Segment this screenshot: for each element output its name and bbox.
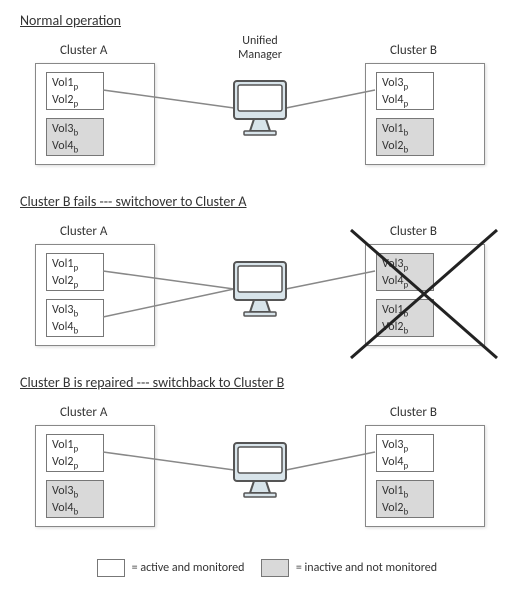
monitor-icon xyxy=(234,443,286,497)
vol-box-a-bot: Vol3b Vol4b xyxy=(46,480,104,518)
vol-box-a-top: Vol1p Vol2p xyxy=(46,253,104,291)
monitor-icon xyxy=(234,81,286,135)
scene-2: Cluster A Cluster B Vol1p Vol2p Vol3b Vo… xyxy=(20,395,500,545)
vol-box-b-bot: Vol1b Vol2b xyxy=(376,299,434,337)
legend-swatch-active xyxy=(97,559,125,577)
monitor-icon xyxy=(234,262,286,316)
cluster-a-label: Cluster A xyxy=(60,43,107,58)
vol-box-b-top: Vol3p Vol4p xyxy=(376,434,434,472)
cluster-b-box: Vol3p Vol4p Vol1b Vol2b xyxy=(365,425,485,527)
diagram: Normal operation Unified Manager Cluster… xyxy=(20,12,500,545)
cluster-a-label: Cluster A xyxy=(60,224,107,239)
cluster-a-box: Vol1p Vol2p Vol3b Vol4b xyxy=(35,425,155,527)
scene-1: Cluster A Cluster B Vol1p Vol2p Vol3b Vo… xyxy=(20,214,500,364)
cluster-b-box: Vol3p Vol4p Vol1b Vol2b xyxy=(365,63,485,165)
vol-box-a-top: Vol1p Vol2p xyxy=(46,434,104,472)
scene-heading: Cluster B is repaired --- switchback to … xyxy=(20,374,500,391)
legend-inactive-text: = inactive and not monitored xyxy=(296,561,437,575)
cluster-b-box: Vol3p Vol4p Vol1b Vol2b xyxy=(365,244,485,346)
legend-active-text: = active and monitored xyxy=(132,561,245,575)
manager-label: Unified Manager xyxy=(230,35,290,63)
vol-box-a-top: Vol1p Vol2p xyxy=(46,72,104,110)
cluster-a-box: Vol1p Vol2p Vol3b Vol4b xyxy=(35,63,155,165)
cluster-b-label: Cluster B xyxy=(390,224,437,239)
vol-box-a-bot: Vol3b Vol4b xyxy=(46,118,104,156)
cluster-b-label: Cluster B xyxy=(390,43,437,58)
vol-box-b-bot: Vol1b Vol2b xyxy=(376,118,434,156)
scene-0: Unified Manager Cluster A Cluster B Vol1… xyxy=(20,33,500,183)
vol-box-b-bot: Vol1b Vol2b xyxy=(376,480,434,518)
legend: = active and monitored = inactive and no… xyxy=(20,559,500,577)
vol-box-a-bot: Vol3b Vol4b xyxy=(46,299,104,337)
vol-box-b-top: Vol3p Vol4p xyxy=(376,72,434,110)
cluster-b-label: Cluster B xyxy=(390,405,437,420)
cluster-a-label: Cluster A xyxy=(60,405,107,420)
cluster-a-box: Vol1p Vol2p Vol3b Vol4b xyxy=(35,244,155,346)
scene-heading: Normal operation xyxy=(20,12,500,29)
legend-swatch-inactive xyxy=(261,559,289,577)
scene-heading: Cluster B fails --- switchover to Cluste… xyxy=(20,193,500,210)
vol-box-b-top: Vol3p Vol4p xyxy=(376,253,434,291)
